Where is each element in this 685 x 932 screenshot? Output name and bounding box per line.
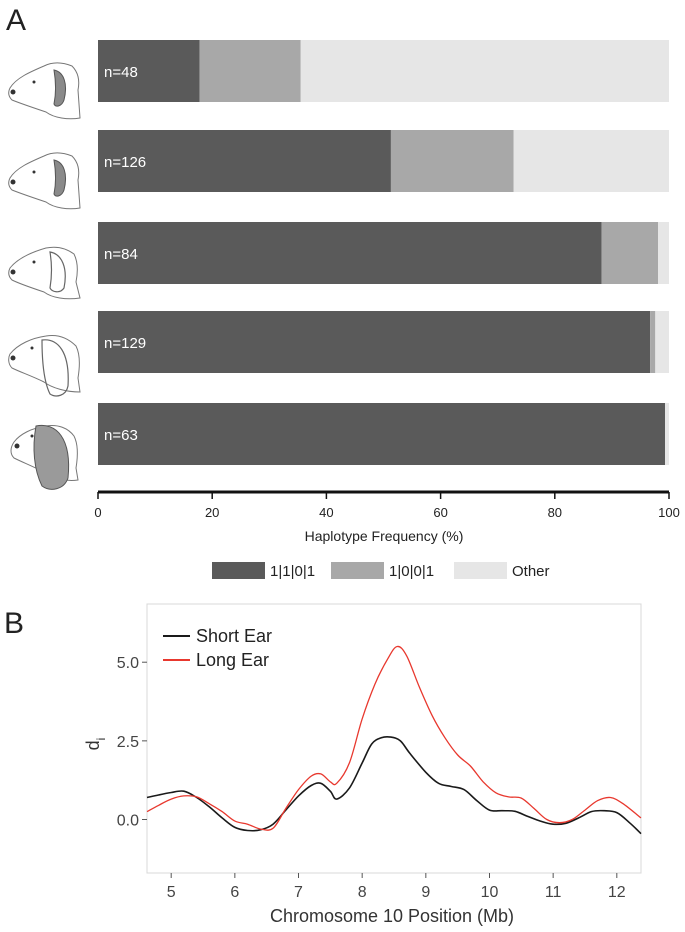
bar-segment-5-3 [665,403,669,465]
y-tick-label-b-1: 2.5 [117,734,139,751]
bar-segment-4-1 [98,311,651,373]
line-series [146,645,642,835]
legend-b-label-1: Short Ear [196,626,272,646]
x-tick-label-b-5: 10 [481,884,499,901]
bar-segment-4-3 [655,311,669,373]
legend-a-swatch-3 [454,562,507,579]
bar-label-5: n=63 [104,427,138,444]
panel-label-b: B [4,607,24,640]
x-tick-label-a-4: 80 [548,505,562,520]
bar-segment-5-1 [98,403,666,465]
bar-label-2: n=126 [104,154,146,171]
x-tick-label-b-0: 5 [167,884,176,901]
legend-a-label-2: 1|0|0|1 [389,563,434,580]
dog-icons [8,62,81,490]
x-tick-label-b-6: 11 [545,884,562,901]
x-axis-a: 0 20 40 60 80 100 [94,490,680,520]
y-tick-label-b-0: 0.0 [117,813,139,830]
x-tick-label-b-4: 9 [421,884,430,901]
long-ear-dog-head-icon-4 [8,334,81,397]
x-tick-label-a-5: 100 [658,505,680,520]
legend-a-label-3: Other [512,563,550,580]
bar-label-3: n=84 [104,246,138,263]
x-tick-label-b-7: 12 [608,884,626,901]
stacked-bars: n=48 n=126 n=84 n=129 n=63 [98,40,669,465]
x-tick-label-b-1: 6 [230,884,239,901]
legend-b: Short Ear Long Ear [163,626,272,670]
panel-label-a: A [6,4,26,37]
series-line-long-ear [146,645,642,831]
bar-segment-3-1 [98,222,602,284]
bar-segment-1-2 [199,40,301,102]
bar-segment-2-3 [513,130,669,192]
bar-label-1: n=48 [104,64,138,81]
legend-a-swatch-1 [212,562,265,579]
bar-label-4: n=129 [104,335,146,352]
long-ear-dog-head-icon-5 [10,424,79,490]
series-line-short-ear [146,735,642,835]
x-tick-label-a-0: 0 [94,505,101,520]
x-tick-label-b-3: 8 [358,884,367,901]
x-tick-label-a-1: 20 [205,505,219,520]
legend-a: 1|1|0|1 1|0|0|1 Other [212,562,550,580]
x-tick-label-b-2: 7 [294,884,303,901]
short-ear-dog-head-icon-2 [8,152,81,210]
short-ear-dog-head-icon-1 [8,62,81,120]
bar-segment-4-2 [650,311,656,373]
bar-segment-3-3 [658,222,669,284]
y-tick-label-b-2: 5.0 [117,655,139,672]
legend-a-swatch-2 [331,562,384,579]
x-tick-label-a-3: 60 [433,505,447,520]
bar-segment-2-1 [98,130,391,192]
x-tick-label-a-2: 40 [319,505,333,520]
bar-segment-1-1 [98,40,200,102]
bar-segment-2-2 [390,130,514,192]
axes-b: 5 6 7 8 9 10 11 12 0.0 2.5 5.0 [117,655,626,901]
legend-a-label-1: 1|1|0|1 [270,563,315,580]
x-axis-title-a: Haplotype Frequency (%) [305,528,464,544]
bar-segment-1-3 [300,40,669,102]
x-axis-title-b: Chromosome 10 Position (Mb) [270,906,514,926]
legend-b-label-2: Long Ear [196,650,269,670]
bar-segment-3-2 [601,222,659,284]
medium-ear-dog-head-icon-3 [8,246,81,300]
y-axis-title-b: di [83,738,108,751]
